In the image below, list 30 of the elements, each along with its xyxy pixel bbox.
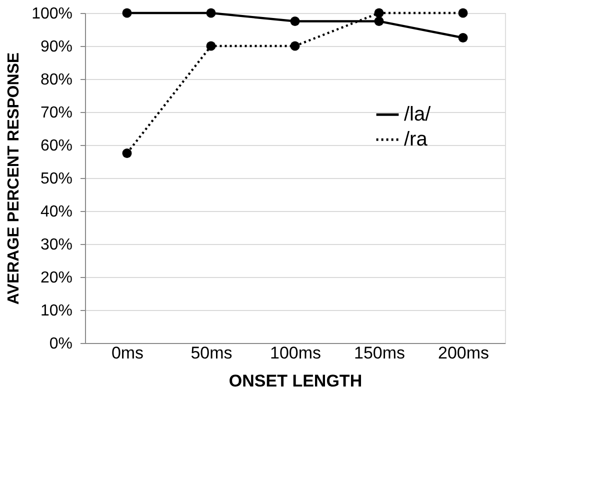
y-tick-label: 80% bbox=[40, 72, 72, 88]
x-tick-label: 100ms bbox=[270, 344, 322, 362]
point bbox=[122, 8, 132, 18]
y-tick-label: 20% bbox=[40, 270, 72, 286]
point bbox=[290, 16, 300, 26]
legend-label: /ra bbox=[404, 128, 428, 151]
x-tick-label: 150ms bbox=[354, 344, 406, 362]
point bbox=[206, 8, 216, 18]
y-tick-label: 60% bbox=[40, 138, 72, 154]
y-tick-label: 50% bbox=[40, 170, 72, 188]
point bbox=[458, 33, 468, 42]
y-tick-label: 0% bbox=[49, 336, 72, 352]
y-tick-label: 30% bbox=[40, 236, 72, 254]
point bbox=[458, 8, 468, 18]
point bbox=[374, 16, 384, 26]
x-tick-label: 0ms bbox=[111, 344, 144, 362]
y-axis-title: AVERAGE PERCENT RESPONSE bbox=[6, 52, 23, 305]
x-axis-title: ONSET LENGTH bbox=[228, 372, 362, 390]
y-tick-label: 100% bbox=[32, 6, 72, 22]
y-tick-label: 40% bbox=[40, 204, 72, 220]
point bbox=[374, 8, 384, 18]
point bbox=[290, 41, 300, 51]
y-tick-label: 70% bbox=[40, 104, 72, 122]
legend-label: /la/ bbox=[404, 104, 432, 126]
point bbox=[122, 148, 132, 158]
x-tick-label: 200ms bbox=[438, 344, 490, 362]
x-tick-label: 50ms bbox=[190, 344, 232, 362]
y-tick-label: 10% bbox=[40, 302, 72, 320]
point bbox=[206, 41, 216, 51]
y-tick-label: 90% bbox=[40, 38, 72, 56]
